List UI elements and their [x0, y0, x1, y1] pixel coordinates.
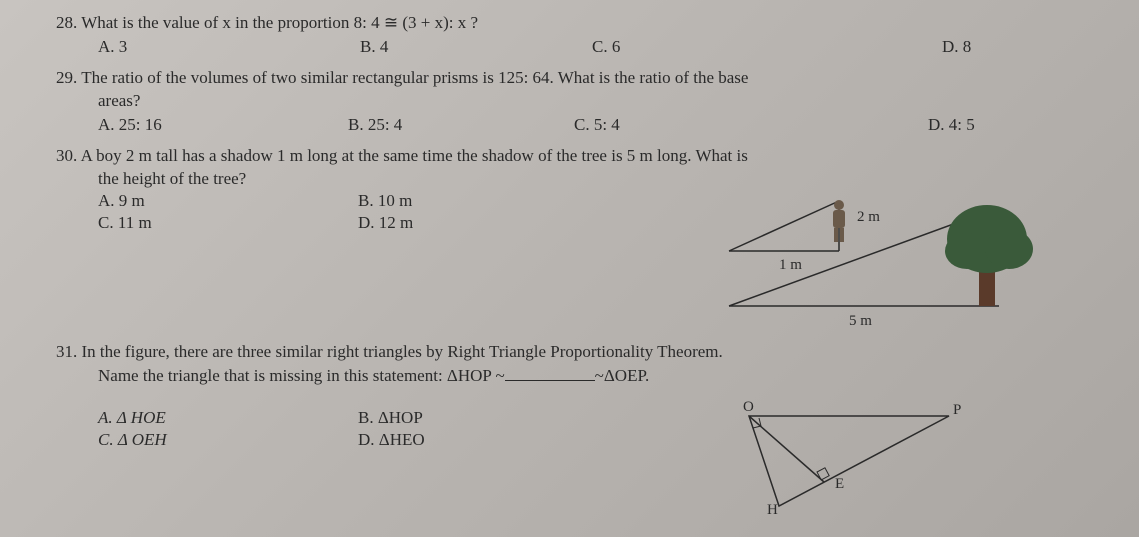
question-31: 31. In the figure, there are three simil…	[56, 341, 1099, 516]
q31-number: 31.	[56, 342, 77, 361]
q29-choice-c[interactable]: C. 5: 4	[574, 115, 928, 135]
q31-stem-line2: Name the triangle that is missing in thi…	[56, 364, 1099, 388]
q30-stem-line2: the height of the tree?	[56, 168, 1099, 191]
q29-number: 29.	[56, 68, 77, 87]
q31-label-P: P	[953, 402, 961, 418]
q31-label-H: H	[767, 502, 778, 516]
q28-stem: 28. What is the value of x in the propor…	[56, 12, 1099, 35]
q28-number: 28.	[56, 13, 77, 32]
q30-figure: 2 m 1 m 5 m	[719, 191, 1039, 331]
q29-stem-line1: The ratio of the volumes of two similar …	[81, 68, 748, 87]
q30-label-boy-h: 2 m	[857, 209, 880, 225]
q31-choice-a[interactable]: A. Δ HOE	[98, 408, 358, 428]
q28-choice-d[interactable]: D. 8	[942, 37, 1022, 57]
q31-label-E: E	[835, 476, 844, 492]
q31-figure: O P H E	[719, 396, 979, 516]
q30-number: 30.	[56, 146, 77, 165]
q31-stem-2a: Name the triangle that is missing in thi…	[98, 366, 505, 385]
q28-choices: A. 3 B. 4 C. 6 D. 8	[56, 37, 1099, 57]
q31-stem-2b: ~ΔOEP.	[595, 366, 650, 385]
q30-label-boy-shadow: 1 m	[779, 257, 802, 273]
q31-blank[interactable]	[505, 364, 595, 381]
q28-choice-a[interactable]: A. 3	[98, 37, 360, 57]
q31-stem-line1: In the figure, there are three similar r…	[82, 342, 723, 361]
q29-choices: A. 25: 16 B. 25: 4 C. 5: 4 D. 4: 5	[56, 115, 1099, 135]
q29-stem-line2: areas?	[56, 90, 1099, 113]
question-30: 30. A boy 2 m tall has a shadow 1 m long…	[56, 145, 1099, 331]
q31-choice-c[interactable]: C. Δ OEH	[98, 430, 358, 450]
q31-choice-b[interactable]: B. ΔHOP	[358, 408, 558, 428]
q30-choice-d[interactable]: D. 12 m	[358, 213, 558, 233]
q30-stem: 30. A boy 2 m tall has a shadow 1 m long…	[56, 145, 1099, 168]
q28-stem-text-a: What is the value of x in the proportion	[81, 13, 353, 32]
q31-stem: 31. In the figure, there are three simil…	[56, 341, 1099, 364]
question-28: 28. What is the value of x in the propor…	[56, 12, 1099, 57]
q30-choice-b[interactable]: B. 10 m	[358, 191, 558, 211]
q30-choices: A. 9 m B. 10 m C. 11 m D. 12 m	[56, 191, 699, 233]
q29-choice-d[interactable]: D. 4: 5	[928, 115, 1018, 135]
q30-choice-c[interactable]: C. 11 m	[98, 213, 358, 233]
q29-stem: 29. The ratio of the volumes of two simi…	[56, 67, 1099, 90]
q30-stem-line1: A boy 2 m tall has a shadow 1 m long at …	[81, 146, 748, 165]
q31-choice-d[interactable]: D. ΔHEO	[358, 430, 558, 450]
q28-stem-text-b: 8: 4 ≅ (3 + x): x ?	[354, 13, 478, 32]
q28-choice-b[interactable]: B. 4	[360, 37, 592, 57]
q29-choice-b[interactable]: B. 25: 4	[348, 115, 574, 135]
q29-choice-a[interactable]: A. 25: 16	[98, 115, 348, 135]
q30-choice-a[interactable]: A. 9 m	[98, 191, 358, 211]
q30-label-tree-shadow: 5 m	[849, 313, 872, 329]
q28-choice-c[interactable]: C. 6	[592, 37, 942, 57]
q31-choices: A. Δ HOE B. ΔHOP C. Δ OEH D. ΔHEO	[56, 408, 699, 450]
q31-label-O: O	[743, 399, 754, 415]
question-29: 29. The ratio of the volumes of two simi…	[56, 67, 1099, 135]
